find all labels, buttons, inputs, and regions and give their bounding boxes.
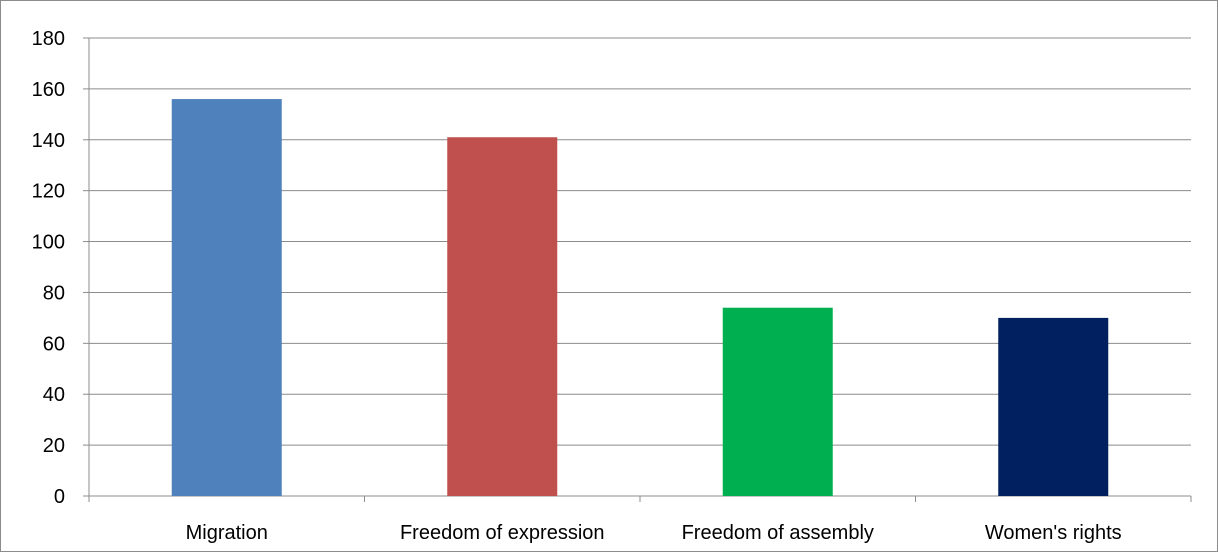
y-tick-label: 60 bbox=[43, 333, 65, 355]
y-tick-labels: 0 20 40 60 80 100 120 140 160 180 bbox=[32, 28, 65, 508]
y-tick-label: 160 bbox=[32, 79, 65, 101]
bar bbox=[722, 307, 833, 496]
x-category-label: Freedom of expression bbox=[400, 522, 605, 544]
y-tick-label: 80 bbox=[43, 282, 65, 304]
x-category-label: Migration bbox=[186, 522, 268, 544]
y-tick-label: 20 bbox=[43, 435, 65, 457]
y-tick-label: 120 bbox=[32, 181, 65, 203]
x-category-label: Freedom of assembly bbox=[682, 522, 874, 544]
bar bbox=[998, 317, 1109, 496]
y-tick-label: 0 bbox=[54, 486, 65, 508]
y-tick-label: 140 bbox=[32, 130, 65, 152]
bars bbox=[171, 99, 1109, 497]
y-tick-label: 180 bbox=[32, 28, 65, 50]
y-tick-label: 40 bbox=[43, 384, 65, 406]
bar bbox=[447, 137, 558, 496]
bar bbox=[171, 99, 282, 497]
x-category-label: Women's rights bbox=[985, 522, 1122, 544]
x-category-labels: Migration Freedom of expression Freedom of… bbox=[186, 522, 1122, 544]
y-tick-label: 100 bbox=[32, 232, 65, 254]
